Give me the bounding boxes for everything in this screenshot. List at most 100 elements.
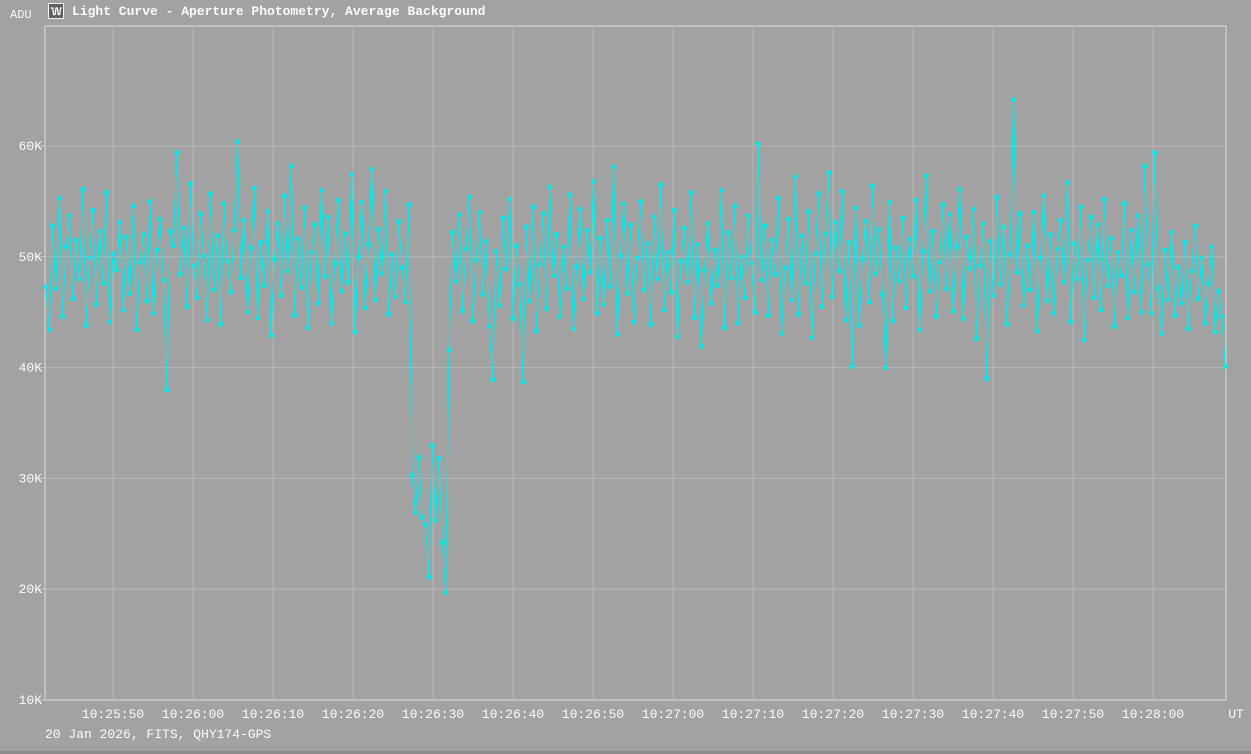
data-point — [594, 311, 599, 316]
chart-title: Light Curve - Aperture Photometry, Avera… — [72, 4, 486, 19]
data-point — [856, 323, 862, 328]
data-point — [50, 223, 55, 228]
data-point — [1189, 269, 1194, 274]
data-point — [1091, 295, 1097, 300]
data-point — [739, 254, 744, 259]
data-point — [960, 316, 966, 321]
data-point — [604, 218, 610, 223]
data-point — [53, 286, 59, 292]
data-point — [584, 228, 589, 233]
x-axis-unit-label: UT — [1228, 707, 1244, 722]
data-point — [631, 320, 636, 325]
data-point — [194, 295, 200, 300]
data-point — [104, 190, 109, 195]
data-point — [231, 228, 237, 233]
data-point — [500, 215, 505, 221]
data-point — [265, 209, 270, 214]
data-point — [866, 300, 872, 305]
data-point — [131, 203, 136, 208]
data-point — [947, 212, 952, 217]
data-point — [1149, 311, 1154, 316]
data-point — [574, 264, 579, 269]
data-point — [755, 141, 761, 146]
data-point — [547, 184, 552, 190]
x-tick-label: 10:26:10 — [242, 707, 304, 722]
data-point — [1075, 276, 1080, 282]
data-point — [208, 191, 213, 196]
data-point — [332, 261, 337, 266]
data-point — [809, 335, 815, 340]
x-tick-label: 10:27:10 — [722, 707, 784, 722]
data-point — [349, 172, 354, 177]
data-point — [1118, 273, 1124, 278]
data-point — [90, 208, 95, 213]
data-point — [766, 313, 771, 318]
data-point — [416, 455, 421, 460]
data-point — [151, 311, 156, 316]
data-point — [386, 312, 391, 317]
x-tick-label: 10:26:20 — [322, 707, 384, 722]
data-point — [880, 292, 885, 297]
data-point — [1021, 303, 1026, 308]
data-point — [826, 170, 831, 175]
data-point — [477, 210, 482, 215]
data-point — [1206, 281, 1211, 286]
data-point — [282, 193, 287, 199]
data-point — [564, 286, 569, 292]
data-point — [749, 261, 754, 266]
data-point — [181, 225, 186, 231]
data-point — [497, 303, 502, 308]
data-point — [389, 252, 395, 257]
data-point — [436, 456, 442, 461]
data-point — [110, 251, 116, 256]
data-point — [843, 317, 848, 323]
data-point — [591, 179, 596, 184]
data-point — [366, 242, 371, 247]
data-point — [248, 245, 253, 251]
x-tick-label: 10:26:30 — [402, 707, 464, 722]
data-point — [863, 219, 868, 224]
data-point — [557, 314, 563, 319]
data-point — [503, 266, 509, 272]
data-point — [295, 236, 300, 242]
data-point — [305, 325, 311, 330]
data-point — [1102, 197, 1107, 202]
data-point — [440, 540, 445, 545]
data-point — [839, 189, 845, 194]
data-point — [288, 163, 294, 169]
data-point — [850, 364, 855, 369]
data-point — [1065, 180, 1070, 185]
data-point — [204, 317, 210, 323]
data-point — [682, 225, 687, 231]
data-point — [1125, 315, 1130, 320]
y-axis-unit-label: ADU — [10, 8, 32, 22]
data-point — [510, 316, 515, 321]
data-point — [719, 188, 724, 193]
data-point — [342, 231, 347, 236]
data-point — [1196, 296, 1201, 302]
data-point — [776, 195, 781, 201]
data-point — [786, 216, 791, 222]
data-point — [275, 221, 280, 226]
data-point — [893, 245, 899, 251]
data-point — [1128, 228, 1134, 233]
data-point — [211, 287, 216, 293]
data-point — [403, 300, 408, 305]
data-point — [1034, 328, 1040, 334]
data-point — [601, 302, 606, 307]
data-point — [1223, 364, 1228, 369]
data-point — [732, 203, 737, 208]
data-point — [453, 279, 458, 284]
data-point — [675, 334, 680, 339]
data-point — [907, 236, 912, 242]
data-point — [940, 202, 946, 207]
data-point — [745, 213, 751, 218]
data-point — [1018, 211, 1023, 216]
data-point — [47, 327, 52, 333]
data-point — [43, 284, 48, 289]
data-point — [433, 518, 438, 523]
data-point — [910, 274, 915, 279]
data-point — [782, 265, 788, 271]
data-point — [127, 291, 132, 296]
